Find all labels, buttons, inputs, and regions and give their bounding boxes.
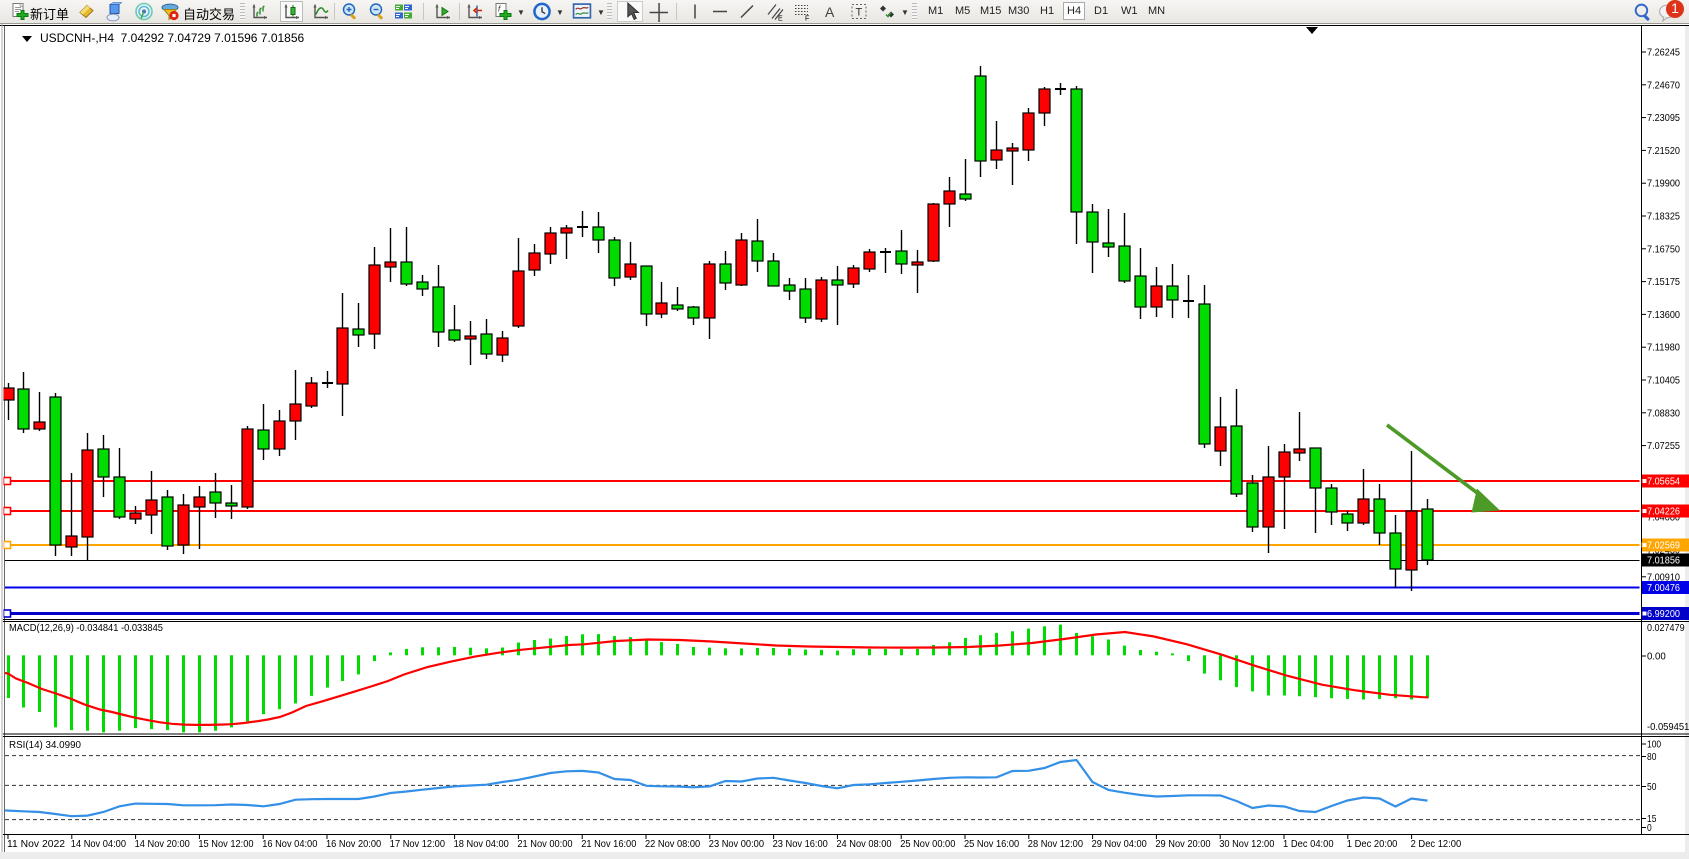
svg-text:7.24670: 7.24670 xyxy=(1647,79,1680,91)
svg-text:24 Nov 08:00: 24 Nov 08:00 xyxy=(836,838,891,850)
svg-text:7.05654: 7.05654 xyxy=(1647,476,1680,488)
svg-text:7.21520: 7.21520 xyxy=(1647,145,1680,157)
svg-text:22 Nov 08:00: 22 Nov 08:00 xyxy=(645,838,700,850)
svg-text:50: 50 xyxy=(1647,781,1657,793)
svg-text:2 Dec 12:00: 2 Dec 12:00 xyxy=(1411,838,1462,850)
svg-text:E: E xyxy=(778,16,783,23)
svg-text:7.04226: 7.04226 xyxy=(1647,506,1680,518)
svg-text:29 Nov 20:00: 29 Nov 20:00 xyxy=(1155,838,1210,850)
svg-text:1 Dec 20:00: 1 Dec 20:00 xyxy=(1347,838,1398,850)
svg-text:T: T xyxy=(856,7,863,19)
svg-text:28 Nov 12:00: 28 Nov 12:00 xyxy=(1028,838,1083,850)
svg-text:7.19900: 7.19900 xyxy=(1647,178,1680,190)
svg-text:f: f xyxy=(498,5,501,14)
svg-text:7.00910: 7.00910 xyxy=(1647,571,1680,583)
svg-text:0.027479: 0.027479 xyxy=(1647,622,1685,634)
svg-text:7.10405: 7.10405 xyxy=(1647,375,1680,387)
svg-text:-0.059451: -0.059451 xyxy=(1647,721,1689,733)
svg-text:RSI(14) 34.0990: RSI(14) 34.0990 xyxy=(9,739,81,751)
svg-text:7.23095: 7.23095 xyxy=(1647,112,1680,124)
svg-text:80: 80 xyxy=(1647,751,1657,763)
svg-text:7.11980: 7.11980 xyxy=(1647,342,1680,354)
svg-text:14 Nov 20:00: 14 Nov 20:00 xyxy=(135,838,190,850)
svg-text:7.02569: 7.02569 xyxy=(1647,540,1680,552)
svg-text:7.13600: 7.13600 xyxy=(1647,309,1680,321)
svg-text:MACD(12,26,9) -0.034841 -0.033: MACD(12,26,9) -0.034841 -0.033845 xyxy=(9,622,163,634)
svg-text:11 Nov 2022: 11 Nov 2022 xyxy=(7,838,65,850)
svg-text:16 Nov 20:00: 16 Nov 20:00 xyxy=(326,838,381,850)
svg-text:7.16750: 7.16750 xyxy=(1647,243,1680,255)
svg-text:14 Nov 04:00: 14 Nov 04:00 xyxy=(71,838,126,850)
svg-text:F: F xyxy=(805,16,809,23)
svg-text:7.08830: 7.08830 xyxy=(1647,407,1680,419)
svg-text:100: 100 xyxy=(1647,739,1661,751)
svg-text:0.00: 0.00 xyxy=(1647,651,1666,663)
svg-text:25 Nov 16:00: 25 Nov 16:00 xyxy=(964,838,1019,850)
svg-text:23 Nov 16:00: 23 Nov 16:00 xyxy=(773,838,828,850)
svg-text:29 Nov 04:00: 29 Nov 04:00 xyxy=(1092,838,1147,850)
svg-text:15 Nov 12:00: 15 Nov 12:00 xyxy=(198,838,253,850)
svg-text:23 Nov 00:00: 23 Nov 00:00 xyxy=(709,838,764,850)
svg-text:25 Nov 00:00: 25 Nov 00:00 xyxy=(900,838,955,850)
svg-text:15: 15 xyxy=(1647,813,1657,825)
svg-text:6.99200: 6.99200 xyxy=(1647,608,1680,620)
svg-text:7.07255: 7.07255 xyxy=(1647,440,1680,452)
svg-text:21 Nov 00:00: 21 Nov 00:00 xyxy=(517,838,572,850)
svg-text:1 Dec 04:00: 1 Dec 04:00 xyxy=(1283,838,1334,850)
svg-text:17 Nov 12:00: 17 Nov 12:00 xyxy=(390,838,445,850)
svg-text:7.01856: 7.01856 xyxy=(1647,555,1680,567)
svg-text:USDCNH-,H4 7.04292 7.04729 7.: USDCNH-,H4 7.04292 7.04729 7.01596 7.018… xyxy=(40,31,305,45)
svg-text:18 Nov 04:00: 18 Nov 04:00 xyxy=(454,838,509,850)
svg-text:7.15175: 7.15175 xyxy=(1647,276,1680,288)
svg-text:7.00476: 7.00476 xyxy=(1647,582,1680,594)
svg-text:7.26245: 7.26245 xyxy=(1647,47,1680,59)
svg-text:0: 0 xyxy=(1647,822,1652,834)
svg-text:7.18325: 7.18325 xyxy=(1647,211,1680,223)
svg-text:30 Nov 12:00: 30 Nov 12:00 xyxy=(1219,838,1274,850)
svg-text:16 Nov 04:00: 16 Nov 04:00 xyxy=(262,838,317,850)
svg-text:21 Nov 16:00: 21 Nov 16:00 xyxy=(581,838,636,850)
